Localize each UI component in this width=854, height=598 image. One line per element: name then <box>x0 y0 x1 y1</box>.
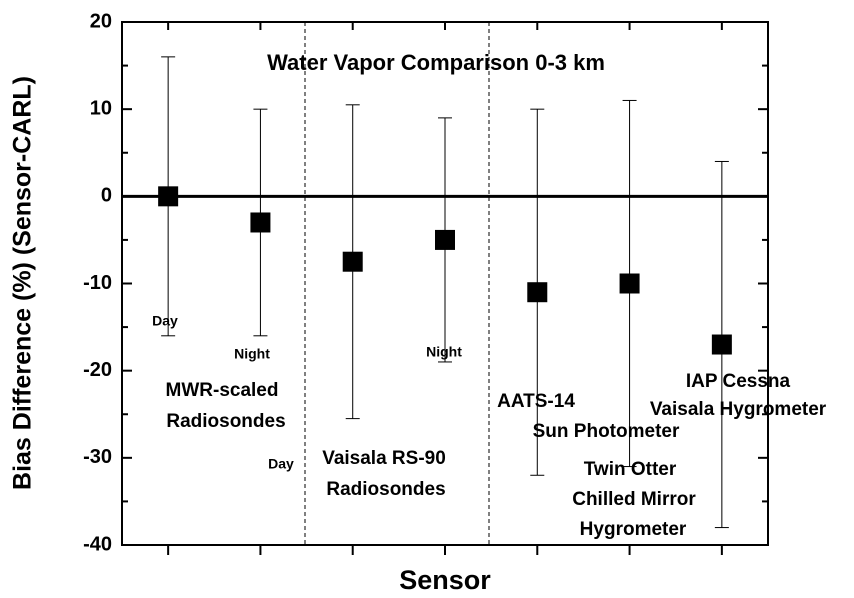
y-axis-label: Bias Difference (%) (Sensor-CARL) <box>9 76 37 490</box>
annotation: Twin Otter <box>584 459 677 480</box>
annotation: AATS-14 <box>497 391 575 412</box>
y-tick-label: -10 <box>83 272 112 294</box>
annotation: Chilled Mirror <box>572 489 696 510</box>
y-tick-label: 10 <box>90 97 112 119</box>
annotation: IAP Cessna <box>686 371 791 392</box>
marker <box>435 229 455 250</box>
annotation: Night <box>426 344 462 360</box>
annotation: Radiosondes <box>326 479 445 500</box>
x-axis-label: Sensor <box>399 565 491 595</box>
marker <box>158 186 179 207</box>
annotation: Vaisala RS-90 <box>322 448 446 469</box>
annotation: Day <box>268 456 294 472</box>
marker <box>250 212 271 233</box>
annotation: Vaisala Hygrometer <box>650 399 827 420</box>
marker <box>619 273 640 294</box>
y-tick-label: -20 <box>83 359 112 381</box>
y-tick-label: -30 <box>83 446 112 468</box>
annotation: Day <box>152 313 178 329</box>
annotation: Sun Photometer <box>533 421 680 442</box>
marker <box>342 251 363 272</box>
chart-title: Water Vapor Comparison 0-3 km <box>267 50 605 75</box>
y-tick-label: 0 <box>101 185 112 207</box>
annotations: Day Night MWR-scaled Radiosondes Day Vai… <box>152 313 827 540</box>
annotation: Hygrometer <box>580 519 687 540</box>
annotation: MWR-scaled <box>166 380 279 401</box>
y-tick-label: 20 <box>90 10 112 32</box>
annotation: Night <box>234 346 270 362</box>
annotation: Radiosondes <box>166 411 285 432</box>
marker <box>711 334 732 355</box>
y-tick-label: -40 <box>83 533 112 555</box>
marker <box>527 282 548 303</box>
